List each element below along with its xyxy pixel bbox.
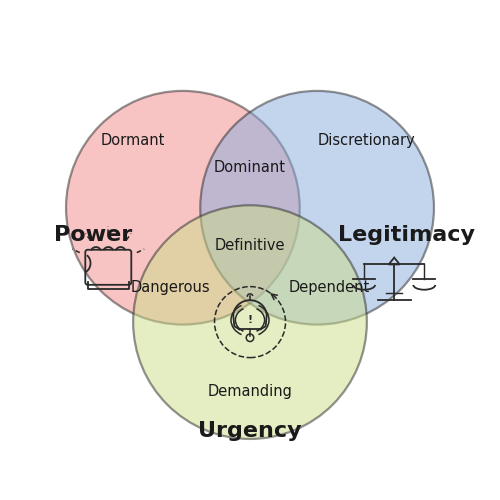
- Text: !: !: [248, 315, 252, 325]
- Text: Discretionary: Discretionary: [318, 133, 416, 148]
- Circle shape: [200, 91, 434, 324]
- Circle shape: [133, 205, 367, 439]
- Text: Dormant: Dormant: [101, 133, 166, 148]
- Text: Urgency: Urgency: [198, 422, 302, 442]
- Text: Definitive: Definitive: [215, 238, 285, 252]
- Circle shape: [66, 91, 300, 324]
- Text: Dangerous: Dangerous: [130, 280, 210, 295]
- Text: Demanding: Demanding: [208, 384, 292, 399]
- Text: Legitimacy: Legitimacy: [338, 225, 475, 245]
- Text: Dominant: Dominant: [214, 160, 286, 176]
- Text: Dependent: Dependent: [289, 280, 370, 295]
- Text: Power: Power: [54, 225, 132, 245]
